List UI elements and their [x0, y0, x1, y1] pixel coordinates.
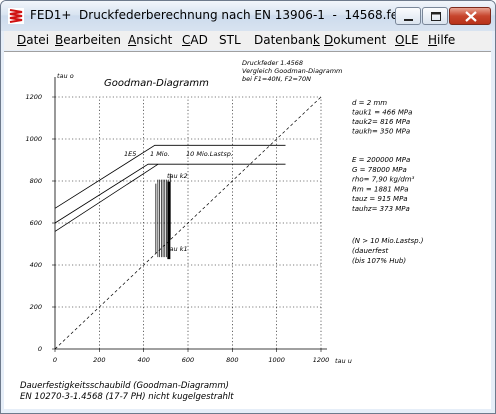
diagonal-line — [54, 96, 322, 350]
label-1e5: 1E5 — [124, 150, 136, 158]
close-button[interactable] — [449, 7, 491, 25]
info-note: (N > 10 Mio.Lastsp.) — [352, 237, 424, 245]
x-tick-label: 0 — [53, 356, 57, 364]
footer-line: Dauerfestigkeitsschaubild (Goodman-Diagr… — [20, 381, 229, 391]
maximize-button[interactable] — [422, 7, 448, 25]
chart-title: Goodman-Diagramm — [104, 78, 209, 89]
info-material: G = 78000 MPa — [352, 166, 407, 174]
info-header-line: Vergleich Goodman-Diagramm — [242, 67, 342, 75]
info-header-line: bei F1=40N, F2=70N — [242, 75, 311, 83]
label-10mio: 10 Mio.Lastsp. — [186, 150, 233, 158]
menu-item-ansicht[interactable]: Ansicht — [128, 33, 173, 47]
x-tick-label: 1000 — [268, 356, 285, 364]
y-tick-label: 400 — [30, 261, 42, 269]
goodman-chart: 0 200 400 600 800 1000 1200 0 200 400 600 800 1000 12… — [20, 59, 424, 402]
x-tick-label: 200 — [93, 356, 105, 364]
menu-item-dokument[interactable]: Dokument — [324, 33, 387, 47]
spring-app-icon — [8, 8, 24, 24]
menu-item-cad[interactable]: CAD — [182, 33, 208, 47]
y-tick-label: 0 — [38, 345, 42, 353]
goodman-line-1-mio- — [54, 163, 286, 224]
label-1mio: 1 Mio. — [150, 150, 170, 158]
info-note: (bis 107% Hub) — [352, 257, 406, 265]
label-tau-k1: tau k1 — [167, 245, 188, 253]
x-tick-label: 400 — [137, 356, 149, 364]
title-bar[interactable]: FED1+ Druckfederberechnung nach EN 13906… — [1, 1, 495, 31]
x-tick-label: 1200 — [313, 356, 330, 364]
info-material: tauz = 915 MPa — [352, 195, 408, 203]
minimize-button[interactable] — [395, 7, 421, 25]
menu-item-bearbeiten[interactable]: Bearbeiten — [55, 33, 121, 47]
goodman-line-1e5 — [54, 144, 286, 209]
y-tick-label: 600 — [30, 219, 42, 227]
window-title: FED1+ Druckfederberechnung nach EN 13906… — [30, 8, 406, 22]
x-axis-label: tau u — [335, 357, 352, 365]
y-axis-label: tau o — [57, 72, 74, 80]
info-material: Rm = 1881 MPa — [352, 185, 409, 193]
menu-item-ole[interactable]: OLE — [395, 33, 419, 47]
x-tick-label: 800 — [226, 356, 238, 364]
label-tau-k2: tau k2 — [167, 172, 188, 180]
info-param: tauk2= 816 MPa — [352, 118, 410, 126]
minimize-icon — [404, 19, 413, 21]
info-material: rho= 7,90 kg/dm³ — [352, 176, 415, 184]
y-tick-label: 200 — [30, 303, 42, 311]
menu-item-datenbank[interactable]: Datenbank — [254, 33, 320, 47]
goodman-line-10-mio-lastsp- — [54, 163, 159, 232]
maximize-icon — [431, 12, 441, 21]
chart-canvas: 0 200 400 600 800 1000 1200 0 200 400 600 800 1000 12… — [4, 51, 491, 409]
info-param: tauk1 = 466 MPa — [352, 109, 412, 117]
info-note: (dauerfest — [352, 247, 389, 255]
info-material: tauhz= 373 MPa — [352, 205, 410, 213]
menu-item-stl[interactable]: STL — [219, 33, 241, 47]
y-tick-label: 1000 — [25, 135, 42, 143]
info-material: E = 200000 MPa — [352, 156, 410, 164]
info-param: taukh= 350 MPa — [352, 128, 410, 136]
menu-item-datei[interactable]: Datei — [17, 33, 50, 47]
close-icon — [465, 11, 477, 22]
y-tick-label: 800 — [30, 177, 42, 185]
info-param: d = 2 mm — [352, 99, 387, 107]
menu-item-hilfe[interactable]: Hilfe — [428, 33, 456, 47]
y-tick-label: 1200 — [25, 93, 42, 101]
menu-bar: Datei Bearbeiten Ansicht CAD STL Datenbank Dok… — [4, 31, 492, 50]
footer-line: EN 10270-3-1.4568 (17-7 PH) nicht kugelg… — [20, 392, 234, 402]
x-tick-label: 600 — [182, 356, 194, 364]
info-header-line: Druckfeder 1.4568 — [242, 59, 303, 67]
